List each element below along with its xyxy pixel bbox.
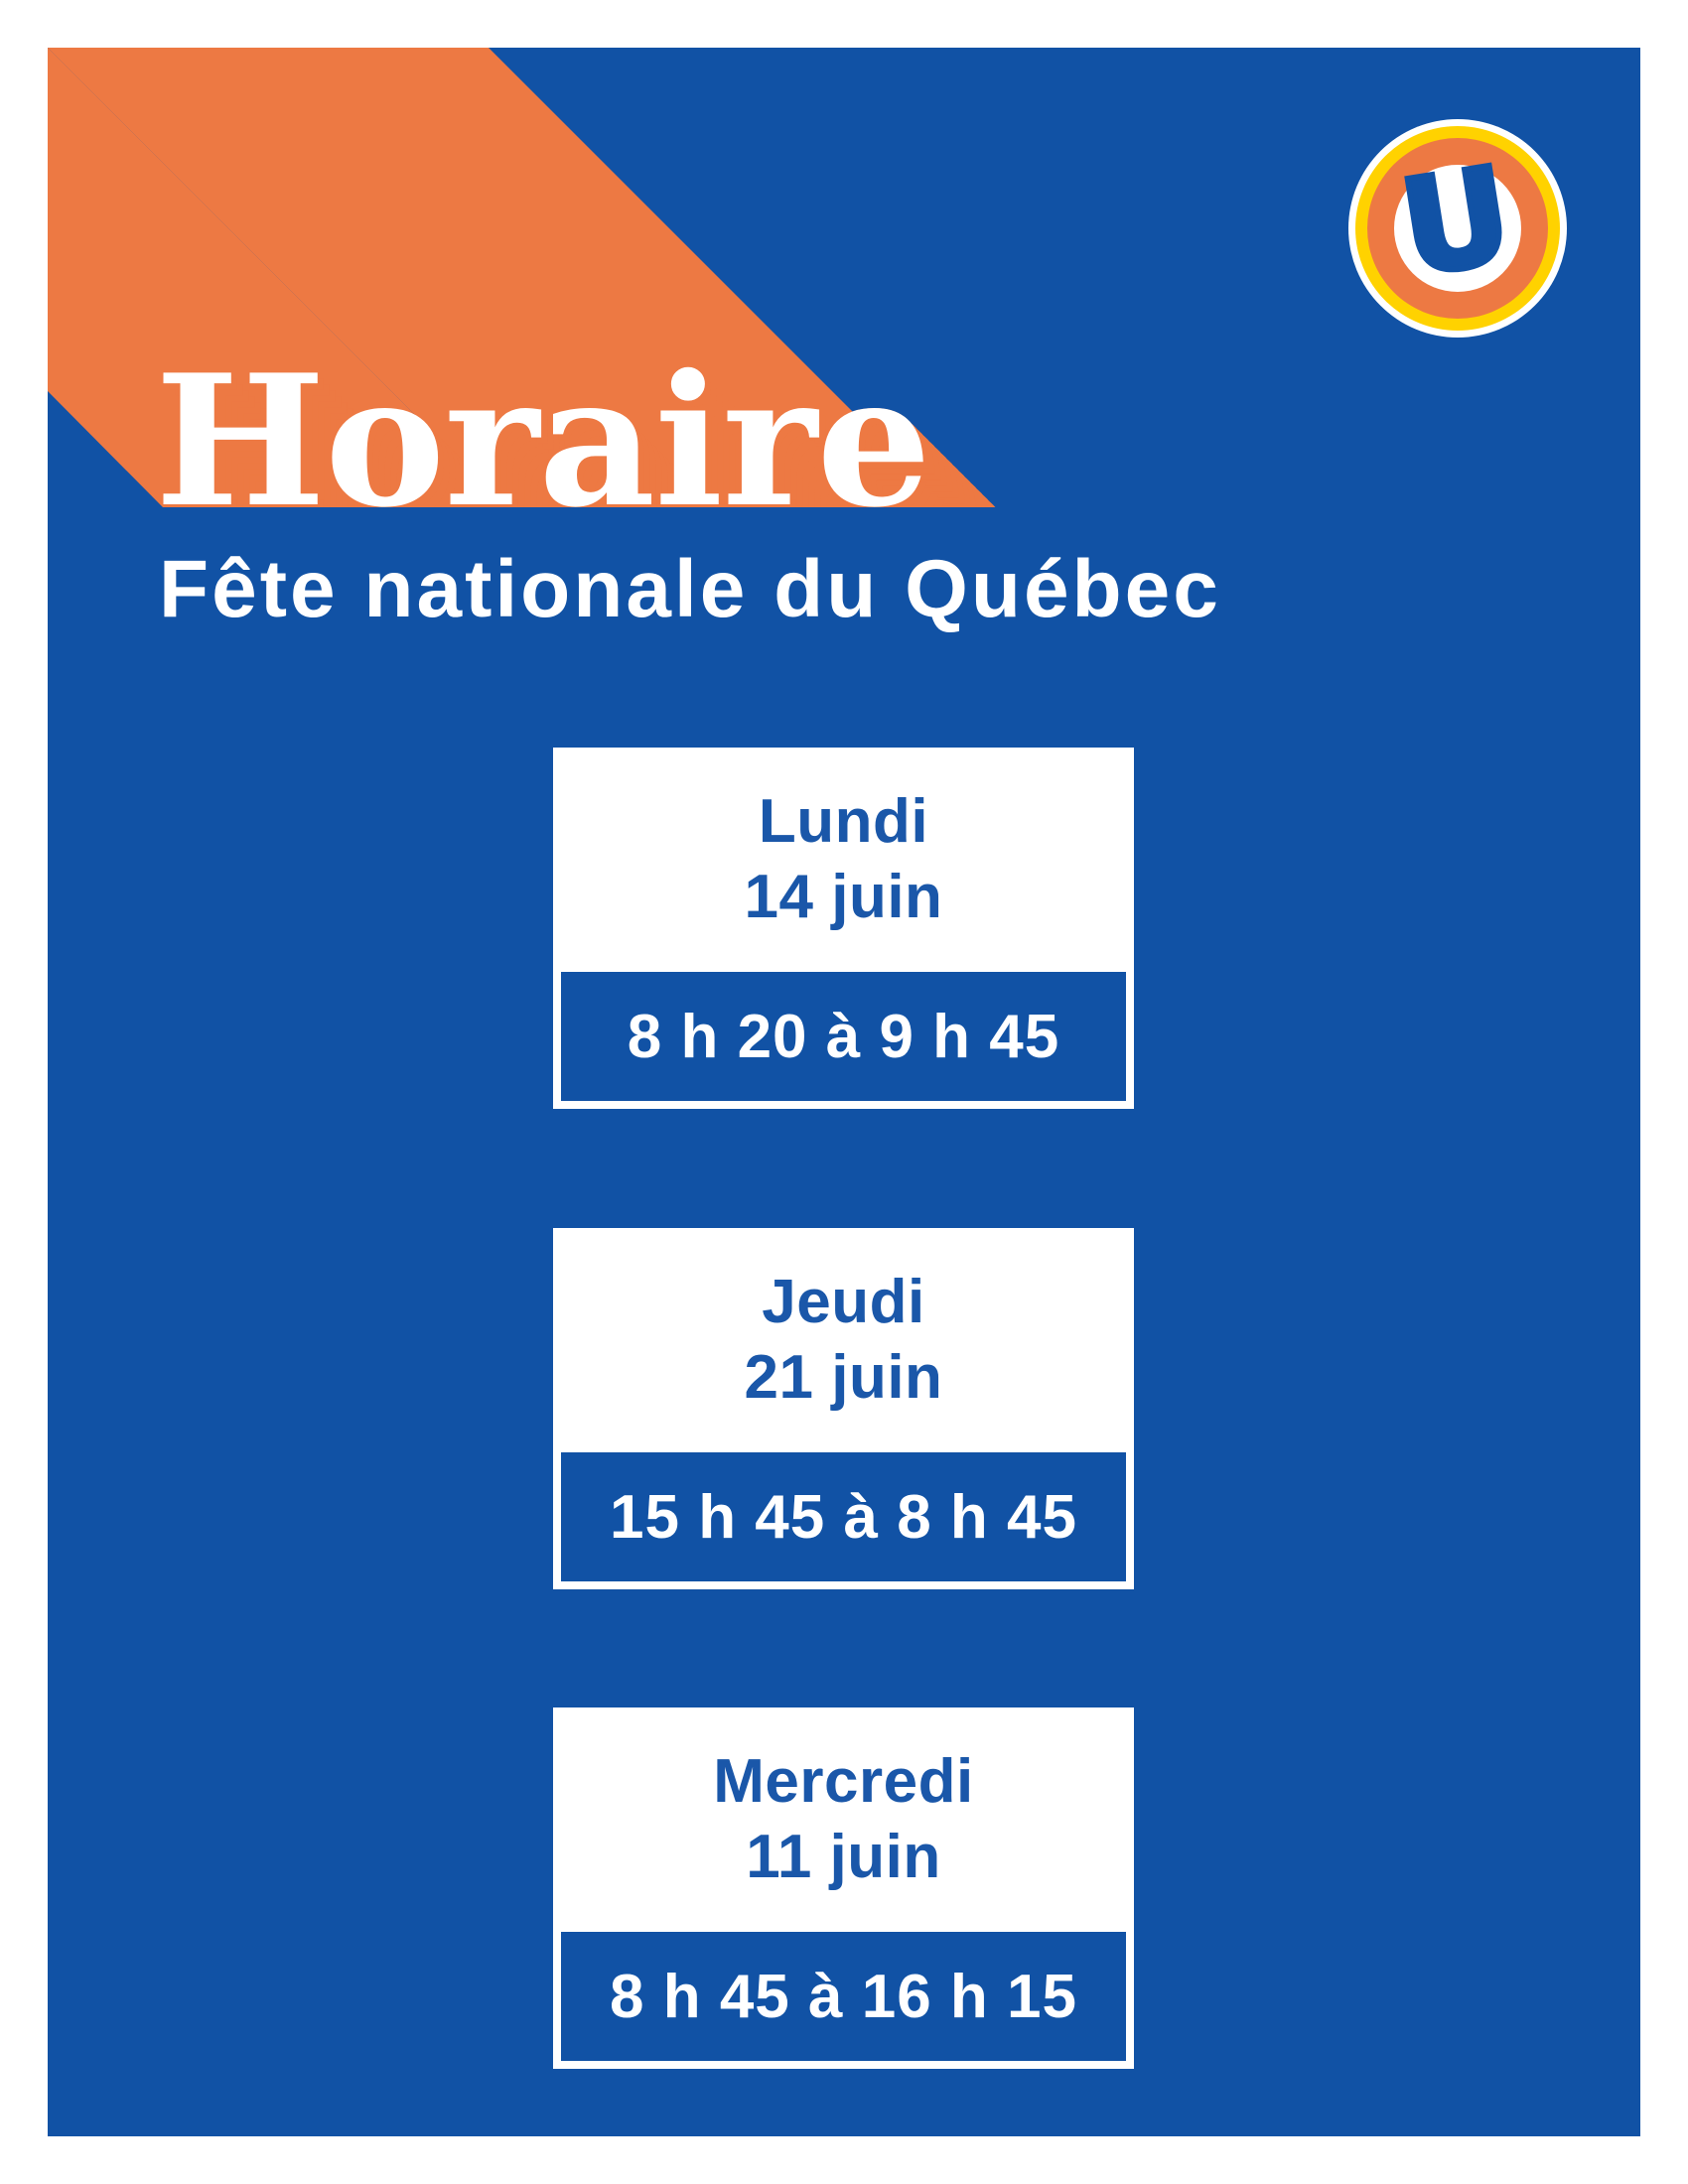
card-day: Mercredi xyxy=(713,1747,974,1816)
time-label: 15 h 45 à 8 h 45 xyxy=(610,1482,1077,1552)
time-banner: 8 h 20 à 9 h 45 xyxy=(561,972,1126,1101)
card-day: Lundi xyxy=(758,787,929,856)
schedule-card: Mercredi 11 juin 8 h 45 à 16 h 15 xyxy=(553,1707,1134,2069)
header-graphic: Horaire xyxy=(48,48,1640,507)
logo-white-disc: U xyxy=(1389,136,1524,310)
schedule-card: Lundi 14 juin 8 h 20 à 9 h 45 xyxy=(553,748,1134,1109)
card-day-date: Jeudi 21 juin xyxy=(553,1228,1134,1452)
card-date: 21 juin xyxy=(744,1343,943,1412)
card-date: 11 juin xyxy=(746,1823,941,1891)
brand-logo: U xyxy=(1348,119,1567,338)
time-label: 8 h 45 à 16 h 15 xyxy=(610,1962,1077,2031)
schedule-card: Jeudi 21 juin 15 h 45 à 8 h 45 xyxy=(553,1228,1134,1589)
page-title: Horaire xyxy=(155,335,931,547)
logo-letter-u: U xyxy=(1389,136,1524,310)
card-date: 14 juin xyxy=(744,863,943,931)
card-day-date: Mercredi 11 juin xyxy=(553,1707,1134,1932)
card-day-date: Lundi 14 juin xyxy=(553,748,1134,972)
page-subtitle: Fête nationale du Québec xyxy=(159,544,1221,634)
time-label: 8 h 20 à 9 h 45 xyxy=(627,1002,1060,1071)
card-day: Jeudi xyxy=(762,1268,925,1336)
time-banner: 8 h 45 à 16 h 15 xyxy=(561,1932,1126,2061)
poster-canvas: Horaire Horaire Fête nationale du Québec… xyxy=(48,48,1640,2136)
time-banner: 15 h 45 à 8 h 45 xyxy=(561,1452,1126,1581)
title-long-shadow: Horaire xyxy=(155,335,931,507)
